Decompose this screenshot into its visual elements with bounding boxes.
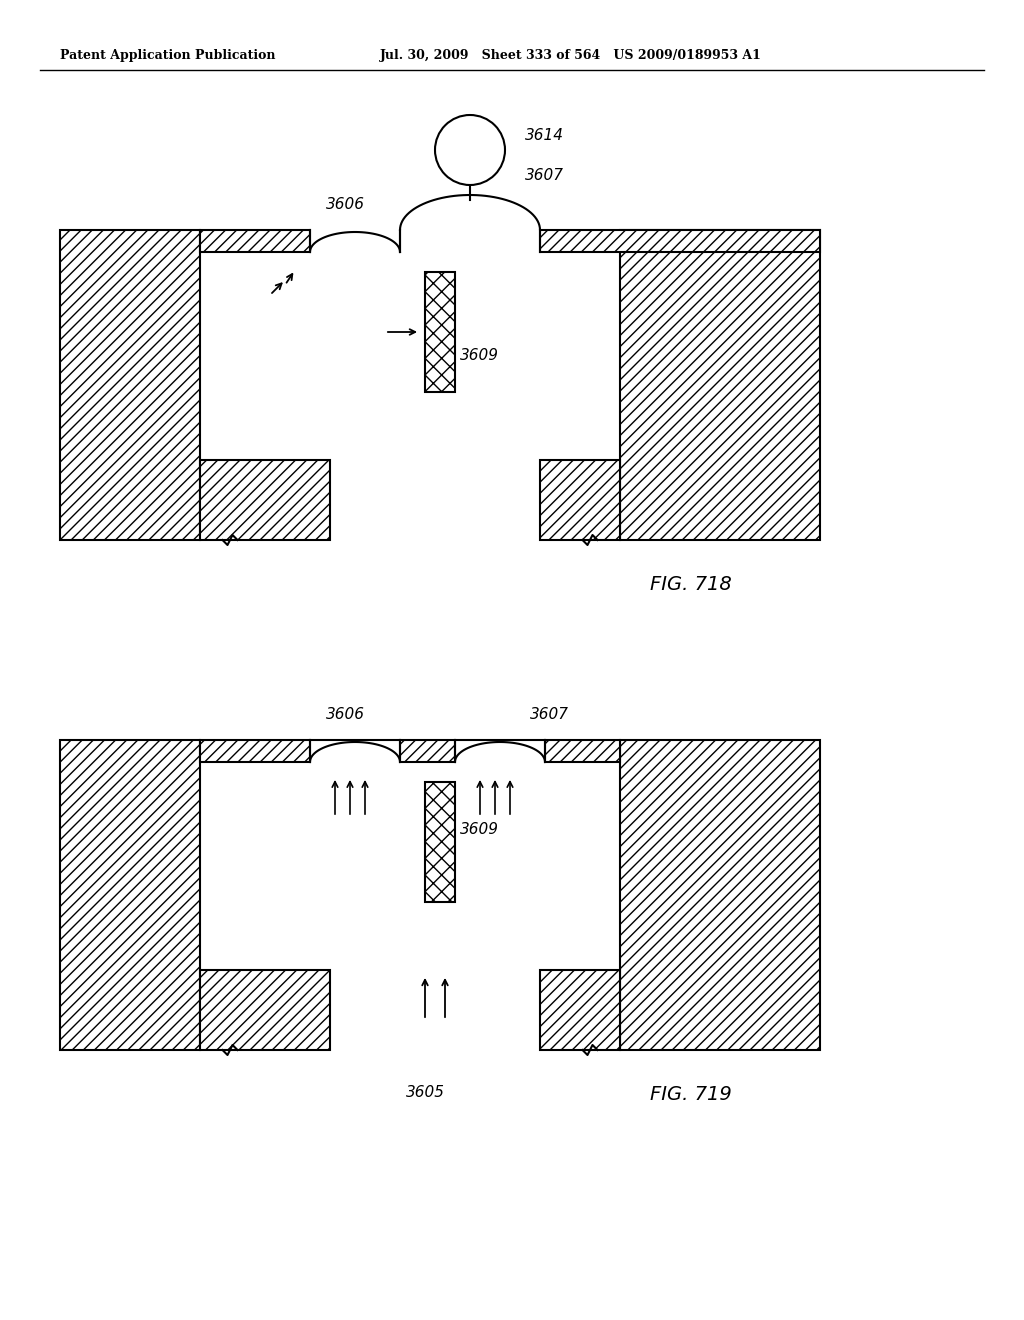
Bar <box>620 230 820 540</box>
Bar <box>200 970 330 1049</box>
Bar <box>200 230 310 252</box>
Bar <box>540 230 820 252</box>
Text: 3607: 3607 <box>525 168 564 182</box>
Text: 3606: 3606 <box>326 708 365 722</box>
Bar <box>425 781 455 902</box>
Bar <box>540 459 620 540</box>
Bar <box>620 741 820 1049</box>
Bar <box>200 741 310 762</box>
Text: 3606: 3606 <box>326 197 365 213</box>
Text: 3605: 3605 <box>406 1085 444 1100</box>
Text: Jul. 30, 2009   Sheet 333 of 564   US 2009/0189953 A1: Jul. 30, 2009 Sheet 333 of 564 US 2009/0… <box>380 49 762 62</box>
Text: 3609: 3609 <box>460 822 499 837</box>
Text: FIG. 719: FIG. 719 <box>650 1085 732 1104</box>
Text: 3614: 3614 <box>525 128 564 143</box>
Bar <box>60 230 200 540</box>
Text: Patent Application Publication: Patent Application Publication <box>60 49 275 62</box>
Text: 3607: 3607 <box>530 708 569 722</box>
Bar <box>400 741 455 762</box>
Text: 3609: 3609 <box>460 348 499 363</box>
Bar <box>60 741 200 1049</box>
Bar <box>425 272 455 392</box>
Bar <box>545 741 620 762</box>
Bar <box>200 459 330 540</box>
Text: FIG. 718: FIG. 718 <box>650 576 732 594</box>
Bar <box>540 970 620 1049</box>
Circle shape <box>435 115 505 185</box>
